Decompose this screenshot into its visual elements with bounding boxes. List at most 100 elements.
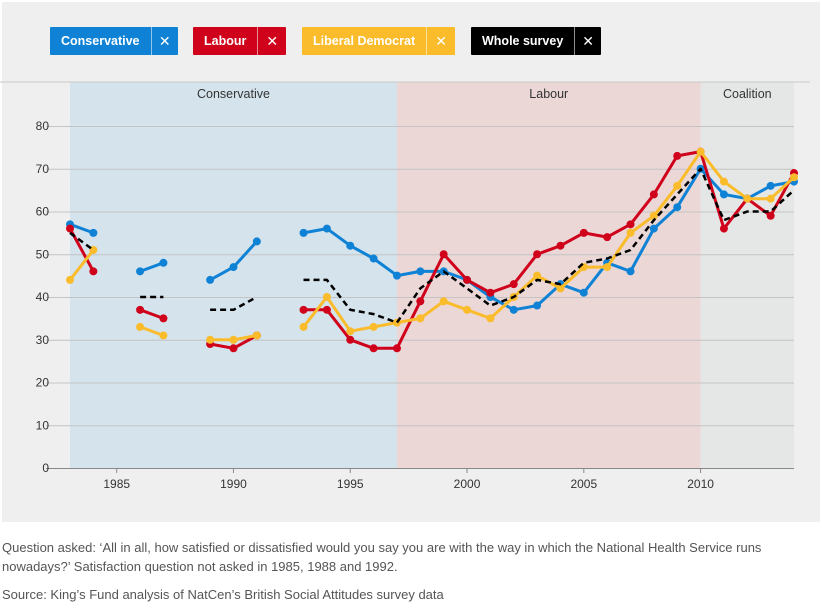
data-point-con[interactable] <box>299 228 308 237</box>
period-label: Labour <box>529 87 568 101</box>
data-point-lab[interactable] <box>719 224 728 233</box>
period-band-coalition <box>700 82 794 468</box>
data-point-ld[interactable] <box>556 284 565 293</box>
data-point-ld[interactable] <box>649 211 658 220</box>
data-point-lab[interactable] <box>673 151 682 160</box>
data-point-ld[interactable] <box>66 275 74 284</box>
data-point-lab[interactable] <box>416 297 425 306</box>
nhs-satisfaction-line-chart: Conservative Labour Coalition 0 10 20 30 40 50 6… <box>0 81 810 491</box>
data-point-lab[interactable] <box>766 211 775 220</box>
data-point-con[interactable] <box>533 301 542 310</box>
data-point-ld[interactable] <box>439 297 448 306</box>
data-point-con[interactable] <box>766 181 775 190</box>
data-point-ld[interactable] <box>322 293 331 301</box>
period-label: Coalition <box>723 87 772 101</box>
legend-toggle-conservative[interactable]: Conservative ✕ <box>50 27 178 55</box>
data-point-lab[interactable] <box>579 228 588 237</box>
y-tick-label: 0 <box>42 461 49 475</box>
data-point-ld[interactable] <box>229 335 238 344</box>
data-point-lab[interactable] <box>603 233 612 242</box>
data-point-ld[interactable] <box>346 327 355 336</box>
y-tick-label: 80 <box>36 119 50 133</box>
series-line-ld <box>68 248 95 282</box>
close-icon[interactable]: ✕ <box>257 27 286 55</box>
data-point-con[interactable] <box>252 237 261 246</box>
data-point-lab[interactable] <box>346 335 355 344</box>
data-point-con[interactable] <box>229 263 238 272</box>
data-point-ld[interactable] <box>790 173 798 182</box>
series-line-lab <box>138 308 165 320</box>
data-point-lab[interactable] <box>322 305 331 314</box>
data-point-con[interactable] <box>346 241 355 250</box>
data-point-con[interactable] <box>206 275 215 284</box>
data-point-ld[interactable] <box>463 305 472 314</box>
data-point-lab[interactable] <box>136 305 145 314</box>
y-tick-label: 40 <box>36 290 50 304</box>
data-point-lab[interactable] <box>556 241 565 250</box>
y-tick-label: 70 <box>36 162 50 176</box>
x-tick-label: 2005 <box>570 477 597 491</box>
data-point-ld[interactable] <box>159 331 168 340</box>
x-tick-label: 1990 <box>220 477 247 491</box>
data-point-ld[interactable] <box>486 314 495 323</box>
data-point-con[interactable] <box>579 288 588 297</box>
legend-toggle-whole-survey[interactable]: Whole survey ✕ <box>471 27 601 55</box>
data-point-lab[interactable] <box>463 275 472 284</box>
close-icon[interactable]: ✕ <box>426 27 455 55</box>
data-point-ld[interactable] <box>766 194 775 203</box>
data-point-con[interactable] <box>392 271 401 280</box>
data-point-lab[interactable] <box>229 344 238 353</box>
data-point-ld[interactable] <box>696 147 705 156</box>
close-icon[interactable]: ✕ <box>574 27 601 55</box>
data-point-ld[interactable] <box>136 322 145 331</box>
data-point-lab[interactable] <box>626 220 635 229</box>
data-point-ld[interactable] <box>673 181 682 190</box>
data-point-lab[interactable] <box>66 224 74 233</box>
data-point-lab[interactable] <box>649 190 658 199</box>
data-point-ld[interactable] <box>533 271 542 280</box>
data-point-lab[interactable] <box>369 344 378 353</box>
data-point-con[interactable] <box>159 258 168 267</box>
data-point-lab[interactable] <box>439 250 448 259</box>
series-line-all <box>69 231 95 252</box>
data-point-lab[interactable] <box>392 344 401 353</box>
data-point-ld[interactable] <box>626 228 635 237</box>
y-tick-label: 50 <box>36 247 50 261</box>
data-point-con[interactable] <box>673 203 682 212</box>
data-point-con[interactable] <box>649 224 658 233</box>
data-point-lab[interactable] <box>299 305 308 314</box>
data-point-lab[interactable] <box>509 280 518 289</box>
data-point-con[interactable] <box>626 267 635 276</box>
data-point-ld[interactable] <box>369 322 378 331</box>
data-point-con[interactable] <box>136 267 145 276</box>
data-point-con[interactable] <box>89 228 98 237</box>
data-point-con[interactable] <box>369 254 378 263</box>
legend-label-liberal-democrat: Liberal Democrat <box>313 34 416 48</box>
data-point-con[interactable] <box>416 267 425 276</box>
data-point-ld[interactable] <box>252 331 261 340</box>
legend-toggle-liberal-democrat[interactable]: Liberal Democrat ✕ <box>302 27 455 55</box>
data-point-ld[interactable] <box>603 263 612 272</box>
data-point-lab[interactable] <box>89 267 98 276</box>
data-point-lab[interactable] <box>486 288 495 297</box>
data-point-ld[interactable] <box>299 322 308 331</box>
data-point-lab[interactable] <box>533 250 542 259</box>
question-note: Question asked: ‘All in all, how satisfi… <box>2 540 762 574</box>
legend-label-labour: Labour <box>204 34 247 48</box>
data-point-ld[interactable] <box>416 314 425 323</box>
data-point-ld[interactable] <box>743 194 752 203</box>
series-line-con <box>138 261 165 273</box>
legend-toggle-labour[interactable]: Labour ✕ <box>193 27 286 55</box>
data-point-con[interactable] <box>322 224 331 233</box>
close-icon[interactable]: ✕ <box>150 27 178 55</box>
data-point-ld[interactable] <box>719 177 728 186</box>
data-point-lab[interactable] <box>159 314 168 323</box>
y-tick-label: 20 <box>36 376 50 390</box>
data-point-ld[interactable] <box>206 335 215 344</box>
legend-label-whole-survey: Whole survey <box>482 34 564 48</box>
data-point-con[interactable] <box>509 305 518 314</box>
series-line-con <box>302 167 796 312</box>
data-point-con[interactable] <box>719 190 728 199</box>
data-point-ld[interactable] <box>89 245 98 254</box>
series-line-con <box>68 222 95 235</box>
